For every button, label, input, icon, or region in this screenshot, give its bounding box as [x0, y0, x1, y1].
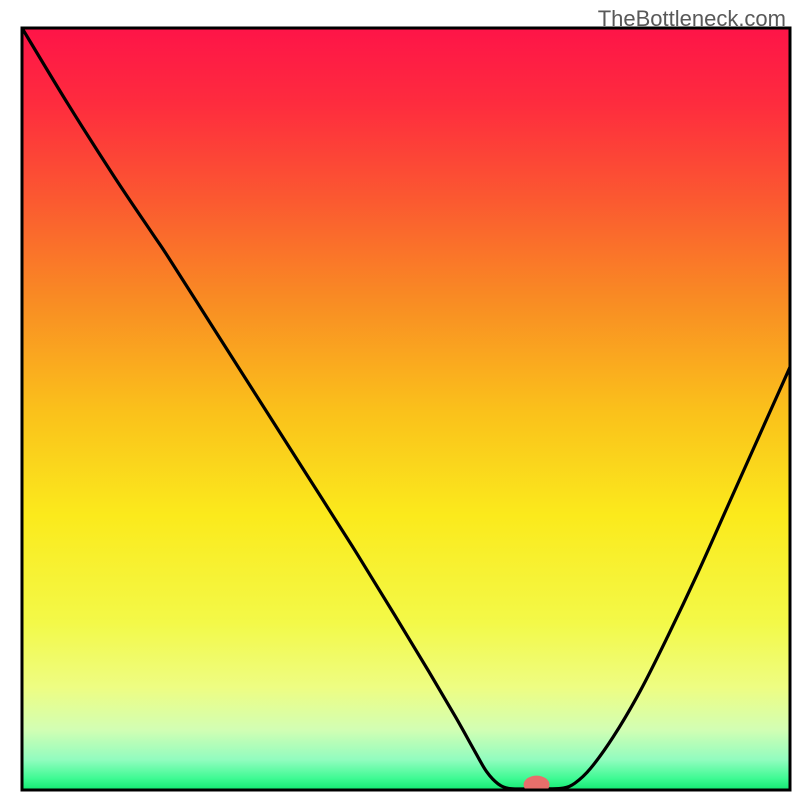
chart-background-gradient [22, 28, 790, 790]
bottleneck-curve-chart [0, 0, 800, 800]
chart-wrapper: TheBottleneck.com [0, 0, 800, 800]
watermark-text: TheBottleneck.com [598, 6, 786, 32]
